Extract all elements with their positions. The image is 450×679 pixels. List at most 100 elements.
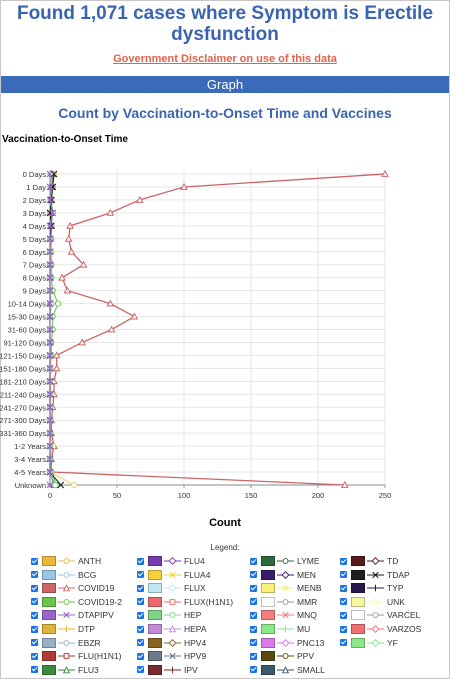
legend-checkbox[interactable] — [137, 666, 144, 674]
legend-item-dtp[interactable]: DTP — [31, 623, 95, 635]
legend-marker-icon — [367, 557, 384, 565]
legend-checkbox[interactable] — [137, 571, 144, 579]
legend-item-varcel[interactable]: VARCEL — [340, 609, 420, 621]
legend-marker-icon — [58, 598, 75, 605]
legend-checkbox[interactable] — [250, 611, 257, 619]
legend-item-mu[interactable]: MU — [250, 623, 310, 635]
legend-item-hpv9[interactable]: HPV9 — [137, 650, 206, 662]
data-point-dtapipv — [46, 403, 54, 411]
legend-checkbox[interactable] — [250, 666, 257, 674]
legend-item-men[interactable]: MEN — [250, 569, 316, 581]
legend-checkbox[interactable] — [137, 611, 144, 619]
x-tick-label: 200 — [312, 491, 325, 500]
legend-item-ebzr[interactable]: EBZR — [31, 637, 101, 649]
legend-checkbox[interactable] — [137, 625, 144, 633]
legend-item-menb[interactable]: MENB — [250, 582, 322, 594]
legend-checkbox[interactable] — [31, 625, 38, 633]
legend-checkbox[interactable] — [137, 584, 144, 592]
legend-item-covid19[interactable]: COVID19 — [31, 582, 114, 594]
legend-item-flux[interactable]: FLUX — [137, 582, 206, 594]
legend-item-flu4[interactable]: FLU4 — [137, 555, 205, 567]
legend-checkbox[interactable] — [340, 584, 347, 592]
legend-item-mmr[interactable]: MMR — [250, 596, 317, 608]
legend-item-ipv[interactable]: IPV — [137, 664, 198, 676]
legend-item-yf[interactable]: YF — [340, 637, 398, 649]
legend-item-small[interactable]: SMALL — [250, 664, 325, 676]
legend-item-hep[interactable]: HEP — [137, 609, 201, 621]
y-tick-label: 1 Day — [26, 183, 46, 192]
legend-checkbox[interactable] — [250, 598, 257, 606]
legend-item-anth[interactable]: ANTH — [31, 555, 101, 567]
y-tick-label: Unknown — [15, 481, 46, 490]
data-point-dtapipv — [46, 377, 54, 385]
y-tick-label: 4-5 Years — [14, 468, 46, 477]
legend-marker-icon — [367, 638, 384, 647]
data-point-covid19 — [52, 364, 61, 372]
legend-item-lyme[interactable]: LYME — [250, 555, 320, 567]
legend-label: VARZOS — [387, 624, 422, 634]
legend-checkbox[interactable] — [340, 611, 347, 619]
legend-checkbox[interactable] — [340, 639, 347, 647]
legend-item-covid19-2[interactable]: COVID19-2 — [31, 596, 122, 608]
legend-checkbox[interactable] — [340, 571, 347, 579]
legend-checkbox[interactable] — [250, 557, 257, 565]
legend-label: BCG — [78, 569, 97, 580]
legend-checkbox[interactable] — [340, 625, 347, 633]
legend-item-td[interactable]: TD — [340, 555, 398, 567]
legend-swatch — [351, 596, 365, 607]
legend-checkbox[interactable] — [31, 584, 38, 592]
legend-item-flu3[interactable]: FLU3 — [31, 664, 99, 676]
legend-checkbox[interactable] — [31, 666, 38, 674]
data-point-tdap — [57, 481, 65, 489]
legend-item-flua4[interactable]: FLUA4 — [137, 569, 210, 581]
legend-item-flu-h1n1-[interactable]: FLU(H1N1) — [31, 650, 121, 662]
legend-item-hepa[interactable]: HEPA — [137, 623, 207, 635]
legend-checkbox[interactable] — [250, 652, 257, 660]
legend-item-ppv[interactable]: PPV — [250, 650, 314, 662]
legend-checkbox[interactable] — [250, 639, 257, 647]
legend-swatch — [42, 624, 56, 634]
legend-checkbox[interactable] — [250, 571, 257, 579]
legend-item-tdap[interactable]: TDAP — [340, 569, 410, 581]
data-point-covid19 — [58, 273, 66, 281]
legend-item-unk[interactable]: UNK — [340, 596, 405, 608]
legend-marker-icon — [58, 665, 75, 674]
legend-checkbox[interactable] — [31, 598, 38, 606]
legend-marker-icon — [164, 666, 181, 674]
legend-swatch — [42, 610, 56, 621]
data-point-tdap — [47, 222, 55, 230]
legend-checkbox[interactable] — [137, 652, 144, 660]
legend-item-dtapipv[interactable]: DTAPIPV — [31, 609, 114, 621]
legend-checkbox[interactable] — [250, 625, 257, 633]
y-tick-label: 1-2 Years — [14, 442, 46, 451]
legend-checkbox[interactable] — [250, 584, 257, 592]
legend-marker-icon — [58, 639, 75, 646]
legend-item-pnc13[interactable]: PNC13 — [250, 637, 324, 649]
legend-item-bcg[interactable]: BCG — [31, 569, 96, 581]
legend-item-mnq[interactable]: MNQ — [250, 609, 317, 621]
legend-checkbox[interactable] — [137, 557, 144, 565]
legend-item-typ[interactable]: TYP — [340, 582, 404, 594]
data-point-dtapipv — [46, 300, 54, 308]
legend-checkbox[interactable] — [31, 557, 38, 565]
legend-checkbox[interactable] — [31, 652, 38, 660]
legend-checkbox[interactable] — [31, 611, 38, 619]
data-point-dtapipv — [46, 390, 54, 398]
legend-marker-icon — [164, 571, 181, 578]
legend-checkbox[interactable] — [137, 639, 144, 647]
legend-item-varzos[interactable]: VARZOS — [340, 623, 421, 635]
legend-checkbox[interactable] — [340, 598, 347, 606]
data-point-dtapipv — [46, 313, 54, 320]
legend-marker-icon — [164, 652, 181, 660]
legend-checkbox[interactable] — [31, 571, 38, 579]
legend-label: SMALL — [297, 664, 325, 675]
legend-checkbox[interactable] — [31, 639, 38, 647]
legend-item-flux-h1n1-[interactable]: FLUX(H1N1) — [137, 596, 233, 608]
legend-label: HPV4 — [184, 637, 207, 648]
legend-checkbox[interactable] — [340, 557, 347, 565]
legend-checkbox[interactable] — [137, 598, 144, 606]
legend-swatch — [148, 637, 162, 648]
legend-item-hpv4[interactable]: HPV4 — [137, 637, 206, 649]
legend-marker-icon — [277, 653, 294, 660]
government-disclaimer-link[interactable]: Government Disclaimer on use of this dat… — [113, 53, 337, 65]
